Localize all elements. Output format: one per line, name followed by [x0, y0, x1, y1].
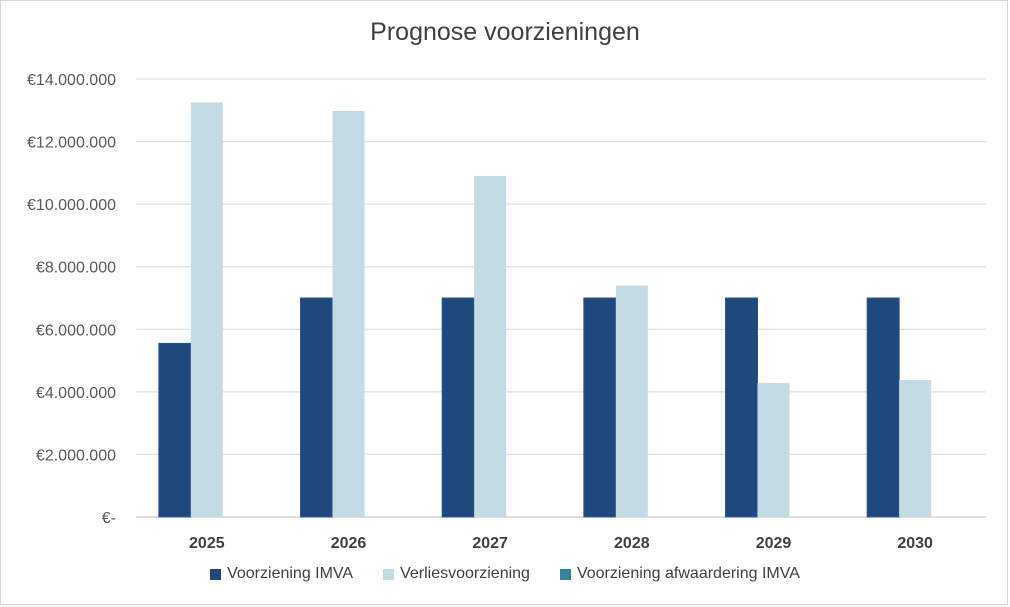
bar: [615, 285, 648, 517]
bar: [474, 175, 507, 517]
bar: [866, 297, 900, 518]
y-tick-label: €12.000.000: [27, 135, 116, 152]
chart-title: Prognose voorzieningen: [370, 18, 640, 46]
legend-label-voorziening-imva: Voorziening IMVA: [227, 565, 354, 582]
y-tick-label: €8.000.000: [36, 260, 116, 277]
bar: [190, 102, 223, 517]
legend-swatch-verliesvoorziening: [383, 568, 395, 580]
x-tick-label: 2029: [756, 535, 792, 552]
y-tick-label: €2.000.000: [36, 447, 116, 464]
bar: [757, 383, 790, 517]
bar: [899, 379, 932, 517]
legend: Voorziening IMVA Verliesvoorziening Voor…: [0, 565, 1010, 583]
bar: [725, 297, 758, 518]
y-tick-label: €-: [102, 510, 116, 527]
legend-label-voorziening-afwaardering-imva: Voorziening afwaardering IMVA: [576, 565, 800, 582]
bar: [441, 297, 475, 518]
y-tick-label: €4.000.000: [36, 385, 116, 402]
x-tick-label: 2026: [331, 535, 367, 552]
bar: [300, 297, 333, 518]
legend-item-verliesvoorziening: Verliesvoorziening: [383, 565, 530, 583]
y-tick-label: €10.000.000: [27, 197, 116, 214]
y-tick-label: €14.000.000: [27, 72, 116, 89]
x-tick-label: 2025: [189, 535, 225, 552]
x-tick-label: 2027: [472, 535, 508, 552]
bar: [158, 342, 192, 518]
legend-swatch-voorziening-afwaardering-imva: [559, 568, 571, 580]
x-tick-label: 2030: [897, 535, 933, 552]
legend-swatch-voorziening-imva: [210, 568, 222, 580]
bar: [332, 110, 365, 517]
legend-item-voorziening-imva: Voorziening IMVA: [210, 565, 353, 583]
legend-item-voorziening-afwaardering-imva: Voorziening afwaardering IMVA: [559, 565, 800, 583]
bar: [583, 297, 617, 518]
legend-label-verliesvoorziening: Verliesvoorziening: [400, 565, 530, 582]
x-tick-label: 2028: [614, 535, 650, 552]
y-tick-label: €6.000.000: [36, 322, 116, 339]
